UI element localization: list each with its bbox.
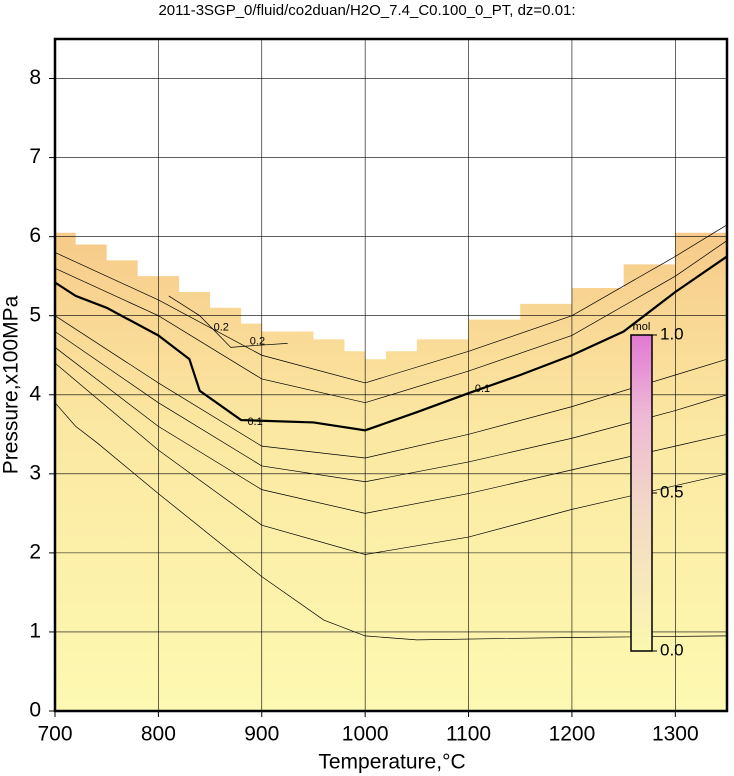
colorbar-tick-label: 0.5 [660, 482, 684, 501]
x-tick-label: 700 [37, 723, 72, 746]
y-tick-label: 0 [29, 699, 41, 722]
y-tick-label: 8 [29, 66, 41, 89]
contour-line [54, 240, 728, 404]
contour-line [54, 402, 728, 641]
x-tick-label: 1300 [652, 723, 699, 746]
y-axis-label: Pressure,x100MPa [0, 295, 23, 474]
data-region [55, 197, 727, 711]
plot-frame [53, 37, 729, 713]
y-tick-label: 1 [29, 619, 41, 642]
colorbar-tick-label: 1.0 [660, 324, 684, 343]
x-tick-label: 800 [141, 723, 176, 746]
contour-line [54, 315, 728, 459]
contour-line [54, 224, 728, 384]
contour-label: 0.1 [247, 416, 262, 428]
contour-line [54, 255, 728, 432]
y-tick-label: 3 [29, 461, 41, 484]
colorbar-label: mol [633, 321, 651, 333]
y-tick-label: 2 [29, 540, 41, 563]
contour-line [54, 347, 728, 514]
contour-label: 0.2 [250, 336, 265, 348]
x-axis-label: Temperature,°C [318, 751, 465, 774]
contour-line [168, 295, 288, 348]
colorbar-tick-label: 0.0 [660, 640, 684, 659]
x-tick-label: 1100 [446, 723, 491, 746]
contour-label: 0.1 [475, 383, 490, 395]
y-tick-label: 6 [29, 224, 41, 247]
x-tick-label: 1200 [549, 723, 596, 746]
x-tick-label: 900 [244, 723, 279, 746]
y-tick-label: 7 [29, 145, 41, 168]
colorbar [630, 334, 653, 652]
contour-line [54, 331, 728, 483]
chart-title: 2011-3SGP_0/fluid/co2duan/H2O_7.4_C0.100… [158, 2, 575, 19]
contour-line [54, 362, 728, 555]
y-tick-label: 4 [29, 382, 41, 405]
contour-label: 0.2 [214, 321, 229, 333]
y-tick-label: 5 [29, 303, 41, 326]
x-tick-label: 1000 [342, 723, 389, 746]
